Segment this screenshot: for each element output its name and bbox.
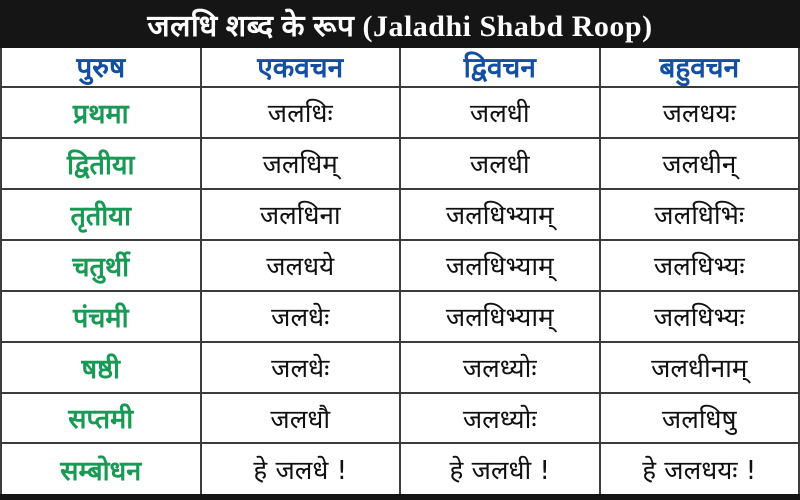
form-cell: जलधीनाम् bbox=[598, 340, 800, 394]
form-cell: हे जलधयः ! bbox=[598, 442, 800, 500]
form-cell: जलधी bbox=[399, 86, 601, 139]
table-row: पंचमी जलधेः जलधिभ्याम् जलधिभ्यः bbox=[0, 289, 800, 343]
table-row: चतुर्थी जलधये जलधिभ्याम् जलधिभ्यः bbox=[0, 238, 800, 292]
table-row: सम्बोधन हे जलधे ! हे जलधी ! हे जलधयः ! bbox=[0, 442, 800, 500]
form-cell: जलधिभ्याम् bbox=[399, 289, 601, 343]
form-cell: जलधीन् bbox=[598, 136, 800, 190]
form-cell: जलधिना bbox=[199, 187, 401, 241]
column-header-bahuvachan: बहुवचन bbox=[598, 48, 800, 88]
form-cell: जलधी bbox=[399, 136, 601, 190]
page-title: जलधि शब्द के रूप (Jaladhi Shabd Roop) bbox=[147, 9, 653, 43]
column-header-dvivachan: द्विवचन bbox=[399, 48, 601, 88]
form-cell: जलधिषु bbox=[598, 391, 800, 445]
form-cell: जलधिभ्याम् bbox=[399, 187, 601, 241]
table-row: द्वितीया जलधिम् जलधी जलधीन् bbox=[0, 136, 800, 190]
form-cell: जलधेः bbox=[199, 289, 401, 343]
form-cell: जलधिभ्यः bbox=[598, 289, 800, 343]
shabd-roop-table: पुरुष एकवचन द्विवचन बहुवचन प्रथमा जलधिः … bbox=[0, 48, 800, 500]
form-cell: जलधयः bbox=[598, 86, 800, 139]
form-cell: जलधिः bbox=[199, 86, 401, 139]
form-cell: जलधये bbox=[199, 238, 401, 292]
case-name-cell: द्वितीया bbox=[0, 136, 202, 190]
table-row: तृतीया जलधिना जलधिभ्याम् जलधिभिः bbox=[0, 187, 800, 241]
form-cell: जलध्योः bbox=[399, 391, 601, 445]
case-name-cell: सप्तमी bbox=[0, 391, 202, 445]
form-cell: जलधिभ्यः bbox=[598, 238, 800, 292]
form-cell: जलधेः bbox=[199, 340, 401, 394]
form-cell: हे जलधी ! bbox=[399, 442, 601, 500]
title-bar: जलधि शब्द के रूप (Jaladhi Shabd Roop) bbox=[0, 0, 800, 48]
form-cell: हे जलधे ! bbox=[199, 442, 401, 500]
case-name-cell: पंचमी bbox=[0, 289, 202, 343]
form-cell: जलधिम् bbox=[199, 136, 401, 190]
table-row: प्रथमा जलधिः जलधी जलधयः bbox=[0, 86, 800, 139]
form-cell: जलधौ bbox=[199, 391, 401, 445]
form-cell: जलधिभ्याम् bbox=[399, 238, 601, 292]
form-cell: जलध्योः bbox=[399, 340, 601, 394]
case-name-cell: प्रथमा bbox=[0, 86, 202, 139]
column-header-purush: पुरुष bbox=[0, 48, 202, 88]
table-row: सप्तमी जलधौ जलध्योः जलधिषु bbox=[0, 391, 800, 445]
case-name-cell: चतुर्थी bbox=[0, 238, 202, 292]
table-row: षष्ठी जलधेः जलध्योः जलधीनाम् bbox=[0, 340, 800, 394]
column-header-row: पुरुष एकवचन द्विवचन बहुवचन bbox=[0, 48, 800, 88]
column-header-ekvachan: एकवचन bbox=[199, 48, 401, 88]
case-name-cell: सम्बोधन bbox=[0, 442, 202, 500]
case-name-cell: षष्ठी bbox=[0, 340, 202, 394]
case-name-cell: तृतीया bbox=[0, 187, 202, 241]
form-cell: जलधिभिः bbox=[598, 187, 800, 241]
